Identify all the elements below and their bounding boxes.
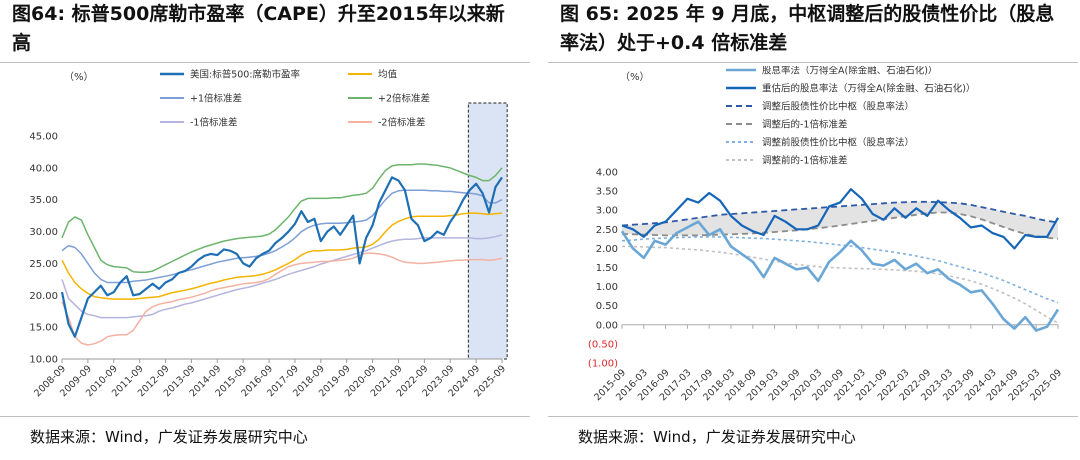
figure-64-title: 图64: 标普500席勒市盈率（CAPE）升至2015年以来新高 xyxy=(12,3,505,54)
legend-label: 美国:标普500:席勒市盈率 xyxy=(190,69,301,81)
legend-label: 股息率法（万得全A(除金融、石油石化)） xyxy=(762,66,937,77)
y-tick-label: 30.00 xyxy=(29,227,58,238)
y-tick-label: 0.00 xyxy=(596,320,618,331)
y-unit-label: （%） xyxy=(620,71,650,83)
y-tick-label: 20.00 xyxy=(29,291,58,302)
title-divider xyxy=(0,62,530,63)
series-line-0 xyxy=(60,176,503,338)
right-figure-panel: 图 65: 2025 年 9 月底，中枢调整后的股债性价比（股息率法）处于+0.… xyxy=(548,0,1078,460)
series-line-2 xyxy=(61,189,503,284)
y-tick-label: 15.00 xyxy=(29,323,58,334)
figure-64-source: 数据来源：Wind，广发证券发展研究中心 xyxy=(30,428,308,446)
y-tick-label: 2.00 xyxy=(596,244,618,255)
series-line-4 xyxy=(621,236,1059,304)
figure-65-source: 数据来源：Wind，广发证券发展研究中心 xyxy=(578,428,856,446)
legend-label: 调整后股债性价比中枢（股息率法） xyxy=(762,101,914,113)
legend-label: -2倍标准差 xyxy=(378,117,425,129)
legend-label: +1倍标准差 xyxy=(190,93,242,105)
y-tick-label: 45.00 xyxy=(29,132,58,143)
series-line-5 xyxy=(622,245,1059,324)
legend-label: 调整前的-1倍标准差 xyxy=(762,155,847,167)
y-tick-label: 3.50 xyxy=(596,187,618,198)
y-tick-label: 35.00 xyxy=(29,195,58,206)
series-line-3 xyxy=(61,163,503,274)
y-tick-label: 3.00 xyxy=(596,206,618,217)
y-tick-label: 2.50 xyxy=(596,225,618,236)
y-tick-label: (0.50) xyxy=(588,339,618,350)
legend-label: 调整前股债性价比中枢（股息率法） xyxy=(762,137,914,149)
legend-label: 均值 xyxy=(378,69,398,81)
series-line-1 xyxy=(61,212,503,300)
cape-chart-svg: （%） 10.00 15.00 20.00 25.00 30.00 35.00 40.00 45… xyxy=(29,69,508,400)
series-line-1 xyxy=(621,188,1059,250)
series-line-3 xyxy=(621,211,1059,240)
source-divider xyxy=(548,416,1078,417)
y-tick-label: 25.00 xyxy=(29,259,58,270)
legend-label: 重估后的股息率法（万得全A(除金融、石油石化)） xyxy=(762,83,975,95)
y-tick-label: 10.00 xyxy=(29,355,58,366)
series-line-0 xyxy=(620,220,1060,332)
y-tick-label: (1.00) xyxy=(588,359,618,370)
y-tick-label: 4.00 xyxy=(596,168,618,179)
legend-label: -1倍标准差 xyxy=(190,117,237,129)
equity-bond-chart: （%） (1.00) (0.50) 0.00 0.50 1.00 1.50 2.00 2.50 3… xyxy=(560,66,1065,410)
series-line-5 xyxy=(61,252,503,346)
y-tick-label: 40.00 xyxy=(29,163,58,174)
title-divider xyxy=(548,62,1078,63)
equity-bond-chart-svg: （%） (1.00) (0.50) 0.00 0.50 1.00 1.50 2.00 2.50 3… xyxy=(588,66,1064,403)
y-tick-label: 1.00 xyxy=(596,282,618,293)
cape-chart: （%） 10.00 15.00 20.00 25.00 30.00 35.00 40.00 45… xyxy=(12,66,517,410)
source-divider xyxy=(0,416,530,417)
y-unit-label: （%） xyxy=(64,71,94,83)
y-tick-label: 1.50 xyxy=(596,263,618,274)
highlight-box xyxy=(467,102,508,360)
figure-65-title: 图 65: 2025 年 9 月底，中枢调整后的股债性价比（股息率法）处于+0.… xyxy=(560,3,1055,54)
legend-label: 调整后的-1倍标准差 xyxy=(762,119,847,131)
legend-label: +2倍标准差 xyxy=(378,93,430,105)
series-line-2 xyxy=(621,200,1059,227)
left-figure-panel: 图64: 标普500席勒市盈率（CAPE）升至2015年以来新高 （%） 10.0… xyxy=(0,0,530,460)
y-tick-label: 0.50 xyxy=(596,301,618,312)
